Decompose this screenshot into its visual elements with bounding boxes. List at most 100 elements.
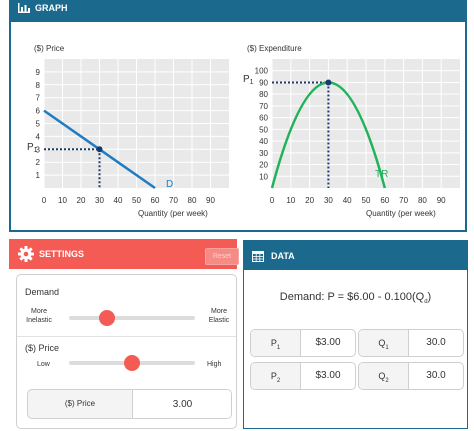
p1-cell: P1 $3.00 [250,329,356,357]
bar-chart-icon [18,3,30,13]
price-y-tick-label: 9 [36,68,41,77]
q2-key-letter: Q [378,371,386,381]
price-y-tick-label: 6 [36,107,41,116]
demand-setting-title: Demand [25,287,60,297]
expenditure-axis-label: ($) Expenditure [247,44,302,53]
tr-point-p1 [325,79,332,86]
graph-title: GRAPH [35,3,68,13]
more-inelastic-line2: Inelastic [26,317,52,324]
expenditure-y-ticks: 10 20 30 40 50 60 70 80 90 100 [255,67,269,182]
price-x-ticks: 0 10 20 30 40 50 60 70 80 90 [42,196,216,205]
expenditure-y-tick-label: 20 [259,161,268,170]
settings-title: SETTINGS [39,249,85,259]
more-elastic-line2: Elastic [208,317,230,324]
equation-prefix: Demand: P = $6.00 - 0.100(Q [279,291,425,303]
data-panel: DATA Demand: P = $6.00 - 0.100(Qd) P1 $3… [243,240,468,429]
price-x-tick-label: 80 [188,196,197,205]
p1-key: P1 [251,330,301,356]
price-y-tick-label: 2 [36,158,41,167]
price-y-ticks: 1 2 3 4 5 6 7 8 9 [36,68,41,180]
q1-key: Q1 [359,330,409,356]
settings-header: SETTINGS Reset [9,239,239,269]
table-icon [252,251,264,262]
expenditure-y-tick-label: 70 [259,102,268,111]
tr-p1-letter: P [243,74,250,85]
tr-curve-label: TR [375,169,388,180]
price-grid [43,59,229,188]
price-x-axis-label: Quantity (per week) [138,209,208,218]
price-input-label: ($) Price [64,399,96,408]
settings-divider [17,336,236,337]
price-x-tick-label: 30 [95,196,104,205]
demand-slider-track[interactable] [69,316,195,320]
price-y-tick-label: 1 [36,171,41,180]
expenditure-y-tick-label: 10 [259,172,268,181]
expenditure-x-tick-label: 10 [286,196,295,205]
reset-button[interactable]: Reset [205,248,239,265]
expenditure-x-tick-label: 60 [380,196,389,205]
p2-cell: P2 $3.00 [250,362,356,390]
price-input[interactable] [132,390,231,418]
price-input-group: ($) Price [27,389,232,419]
q2-key-sub: 2 [385,377,389,384]
p2-value: $3.00 [315,370,341,381]
expenditure-x-axis-label: Quantity (per week) [366,209,436,218]
expenditure-x-tick-label: 80 [418,196,427,205]
q1-key-letter: Q [378,338,386,348]
price-y-tick-label: 4 [36,132,41,141]
more-elastic-label: More Elastic [197,307,241,325]
expenditure-x-tick-label: 30 [324,196,333,205]
p1-subscript: 1 [34,147,38,154]
expenditure-chart: ($) Expenditure 10 20 30 40 50 60 70 80 90 100 0 1… [243,44,460,218]
p1-key-sub: 1 [276,344,281,351]
expenditure-x-tick-label: 0 [270,196,275,205]
graph-header: GRAPH [11,2,465,22]
p1-price-label: P1 [27,142,38,154]
price-y-tick-label: 5 [36,120,41,129]
demand-slider-handle[interactable] [98,310,115,326]
p2-key-letter: P [270,371,277,381]
more-elastic-line1: More [211,308,227,315]
price-x-tick-label: 20 [77,196,86,205]
settings-panel: SETTINGS Reset Demand More Inelastic Mor… [9,239,239,429]
p2-key-sub: 2 [276,377,281,384]
demand-curve-label: D [166,179,173,190]
price-x-tick-label: 70 [169,196,178,205]
price-setting-title: ($) Price [25,343,60,353]
expenditure-y-tick-label: 100 [255,67,269,76]
price-low-label: Low [37,361,50,368]
price-x-tick-label: 60 [151,196,160,205]
price-x-tick-label: 10 [58,196,67,205]
price-slider-handle[interactable] [124,355,140,371]
tr-p1-subscript: 1 [250,79,254,86]
q2-value: 30.0 [426,370,446,381]
p2-key: P2 [251,363,301,389]
price-y-tick-label: 3 [36,145,41,154]
more-inelastic-line1: More [31,308,47,315]
equation-suffix: ) [427,291,432,303]
expenditure-x-tick-label: 90 [437,196,446,205]
gear-icon [18,246,34,262]
q2-cell: Q2 30.0 [358,362,464,390]
expenditure-y-tick-label: 40 [259,137,268,146]
equation-subscript: d [424,299,428,306]
price-y-tick-label: 7 [36,94,41,103]
expenditure-x-tick-label: 70 [399,196,408,205]
price-high-label: High [207,361,222,368]
price-x-tick-label: 40 [114,196,123,205]
expenditure-x-tick-label: 20 [305,196,314,205]
q1-cell: Q1 30.0 [358,329,464,357]
expenditure-y-tick-label: 30 [259,149,268,158]
price-x-tick-label: 50 [132,196,141,205]
demand-point-p1 [96,146,103,153]
expenditure-x-tick-label: 40 [343,196,352,205]
q1-key-sub: 1 [385,344,389,351]
more-inelastic-label: More Inelastic [17,307,61,325]
price-y-tick-label: 8 [36,81,41,90]
q1-value: 30.0 [426,337,446,348]
data-title: DATA [271,251,295,261]
p1-value: $3.00 [315,337,341,348]
